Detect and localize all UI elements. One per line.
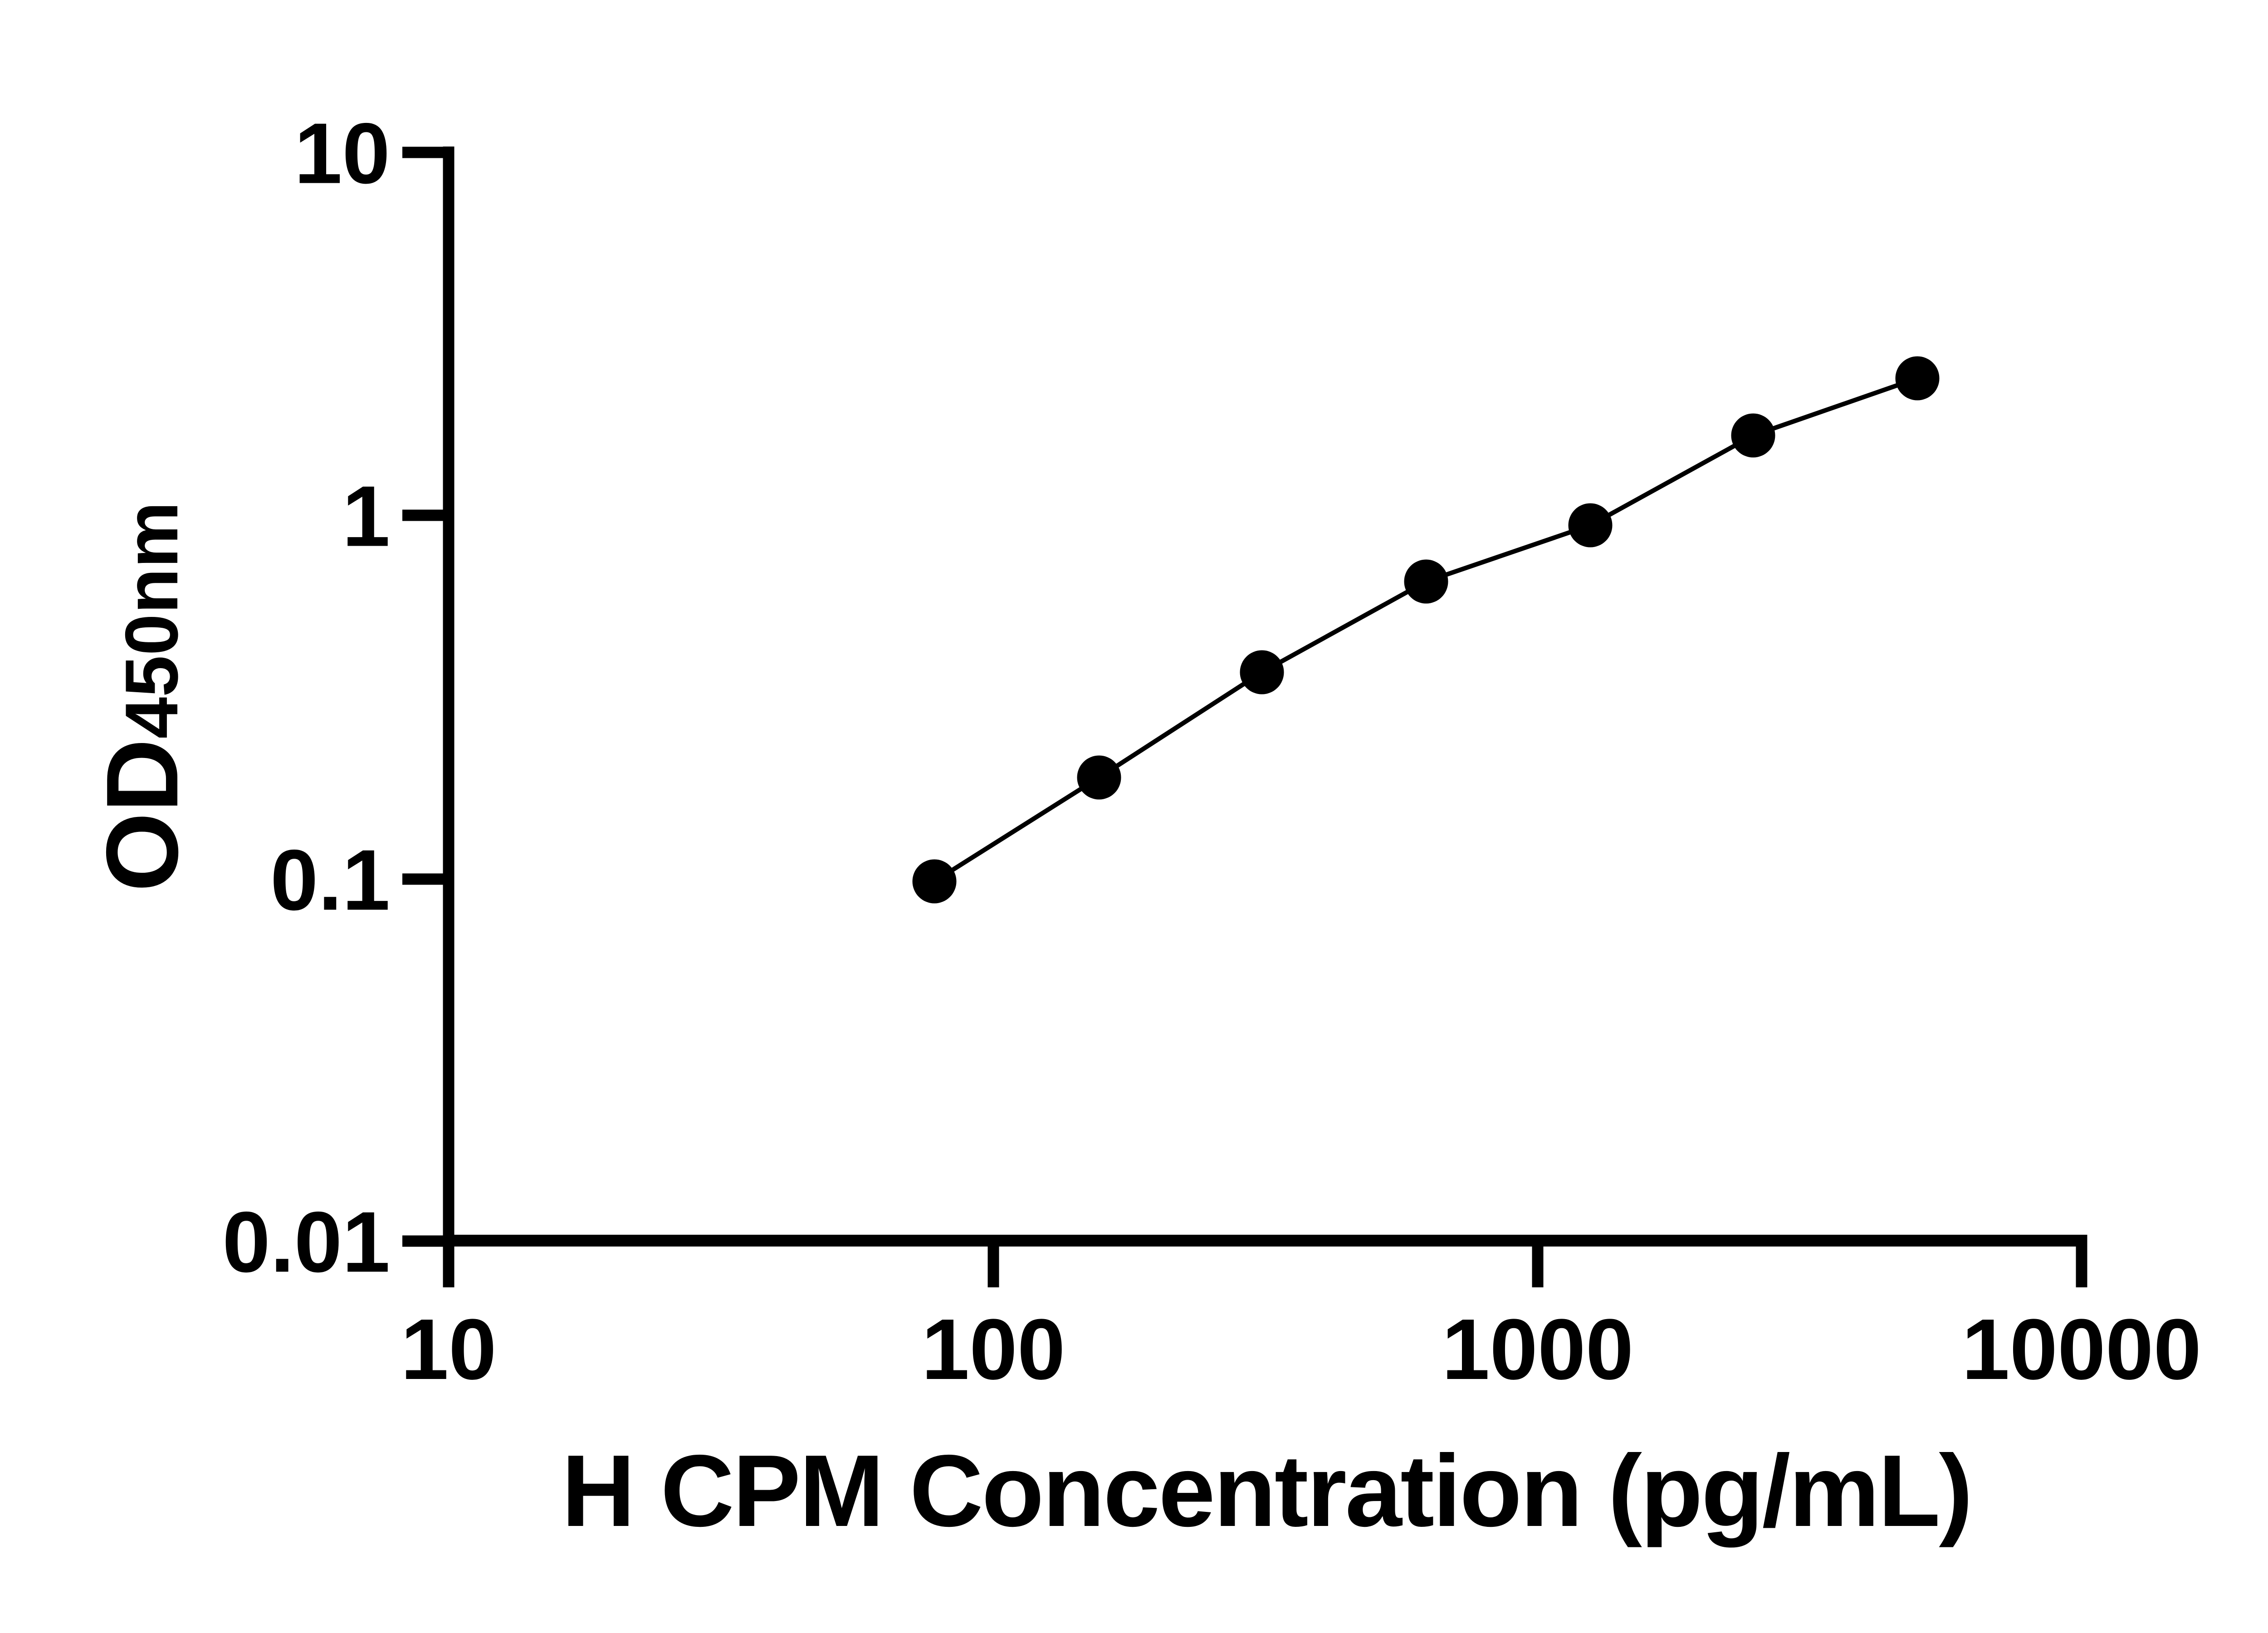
svg-text:0.1: 0.1 bbox=[270, 832, 390, 929]
svg-text:0.01: 0.01 bbox=[222, 1194, 390, 1291]
svg-text:10: 10 bbox=[294, 106, 390, 202]
svg-text:H CPM Concentration (pg/mL): H CPM Concentration (pg/mL) bbox=[562, 1433, 1971, 1548]
svg-text:100: 100 bbox=[921, 1301, 1065, 1398]
svg-text:10000: 10000 bbox=[1962, 1301, 2201, 1398]
svg-text:1: 1 bbox=[342, 469, 390, 565]
svg-text:1000: 1000 bbox=[1442, 1301, 1634, 1398]
svg-text:10: 10 bbox=[401, 1301, 496, 1398]
